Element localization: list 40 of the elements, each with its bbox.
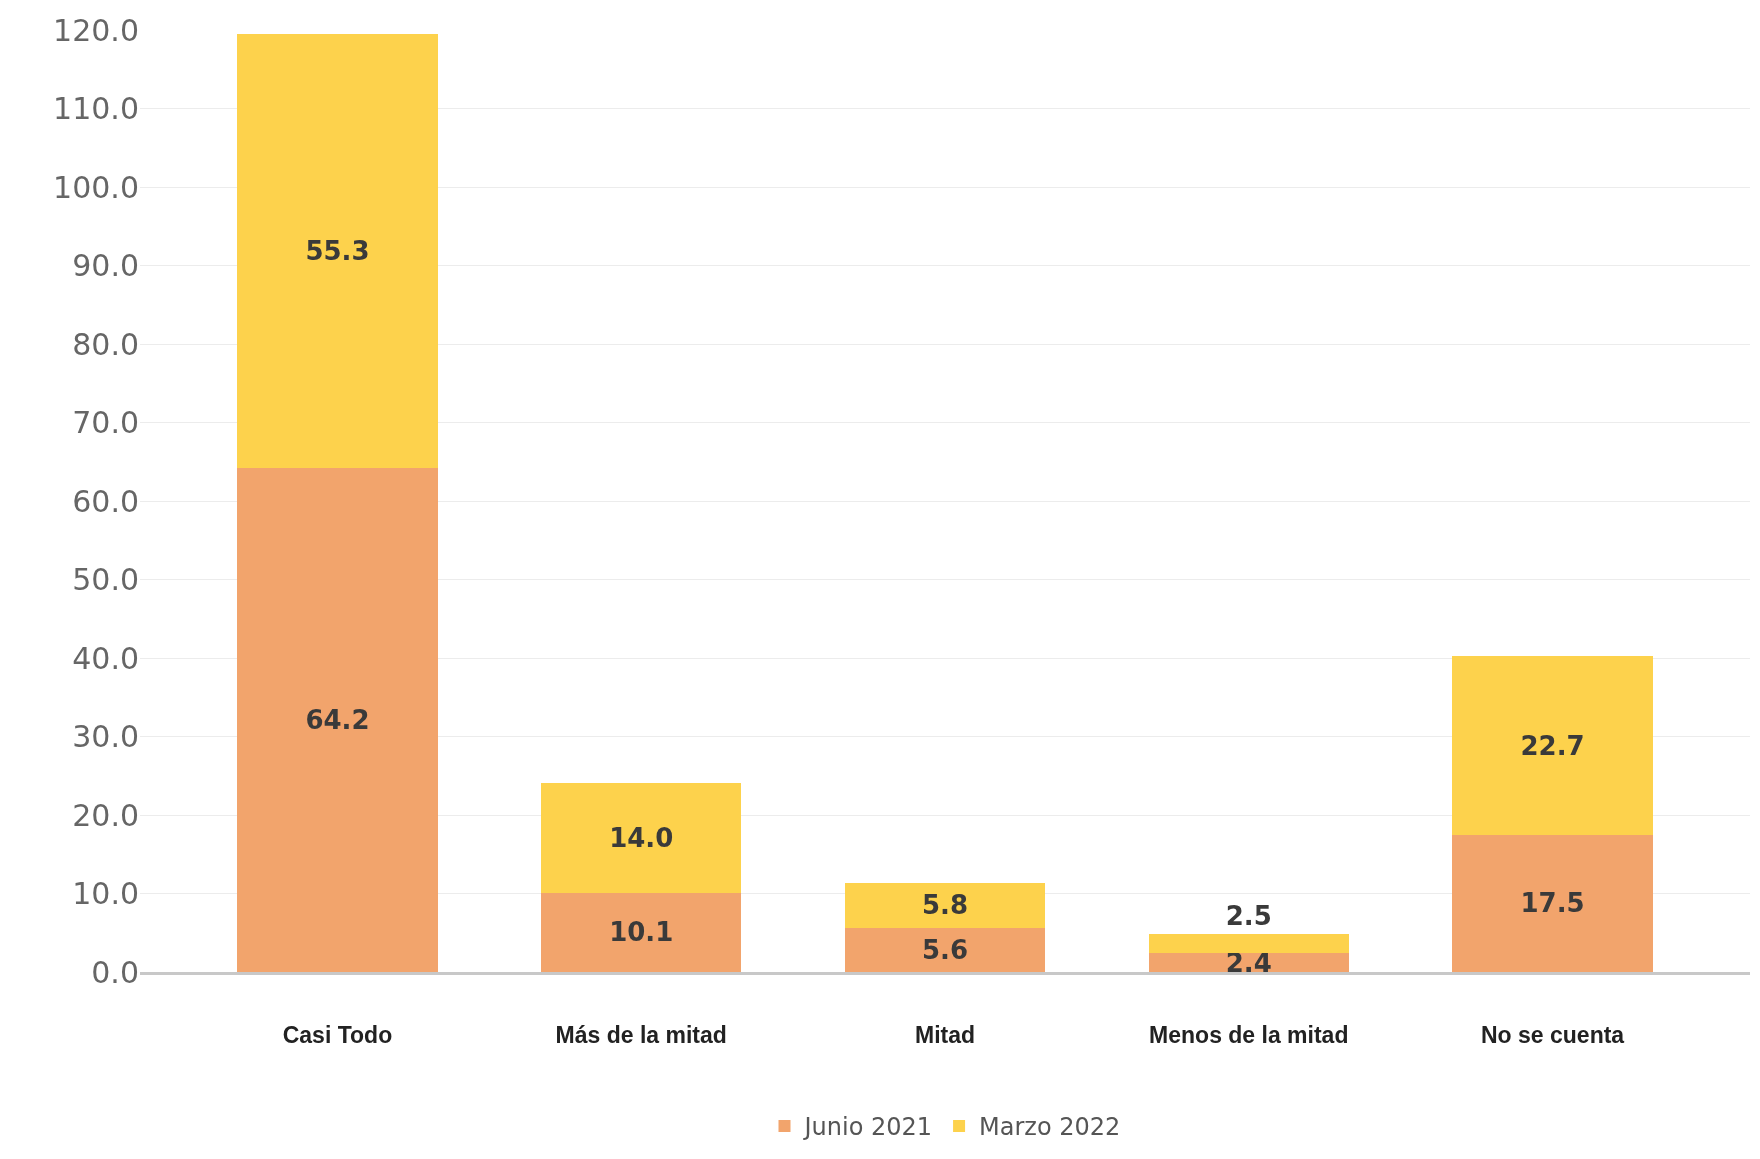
bar — [540, 892, 742, 972]
data-label: 2.4 — [1225, 947, 1272, 978]
y-tick-label: 90.0 — [72, 248, 139, 283]
data-label: 2.5 — [1225, 900, 1272, 931]
bar — [1148, 933, 1350, 954]
data-label: 10.1 — [609, 917, 674, 948]
y-tick-label: 70.0 — [72, 405, 139, 440]
y-tick-label: 50.0 — [72, 562, 139, 597]
data-label: 55.3 — [305, 235, 370, 266]
y-tick-label: 110.0 — [53, 91, 139, 126]
data-label: 5.6 — [921, 935, 969, 966]
x-tick-label: Menos de la mitad — [1149, 1021, 1349, 1048]
data-label: 14.0 — [609, 822, 674, 853]
y-tick-label: 20.0 — [72, 797, 139, 833]
data-label: 5.8 — [921, 890, 969, 921]
legend-label: Junio 2021 — [802, 1113, 933, 1142]
legend-label: Marzo 2022 — [979, 1113, 1121, 1142]
y-tick-label: 60.0 — [72, 483, 139, 519]
bar — [1452, 834, 1653, 972]
y-tick-label: 100.0 — [53, 169, 139, 205]
bar — [237, 33, 438, 469]
y-tick-label: 10.0 — [72, 876, 139, 911]
bar — [1452, 656, 1653, 835]
bar — [844, 882, 1046, 929]
data-label: 22.7 — [1520, 730, 1585, 761]
bar — [1148, 953, 1350, 972]
y-tick-label: 120.0 — [53, 12, 139, 48]
y-tick-label: 30.0 — [72, 719, 139, 754]
bar — [237, 468, 438, 972]
y-tick-label: 40.0 — [72, 640, 139, 676]
y-tick-label: 80.0 — [72, 326, 139, 362]
x-tick-label: Más de la mitad — [555, 1021, 727, 1048]
x-tick-label: Casi Todo — [282, 1021, 393, 1048]
data-label: 17.5 — [1520, 888, 1585, 919]
bar — [844, 928, 1046, 972]
x-tick-label: No se cuenta — [1480, 1021, 1625, 1048]
x-tick-label: Mitad — [914, 1021, 976, 1048]
y-tick-label: 0.0 — [91, 954, 139, 990]
bar — [540, 782, 742, 893]
data-label: 64.2 — [305, 705, 370, 736]
